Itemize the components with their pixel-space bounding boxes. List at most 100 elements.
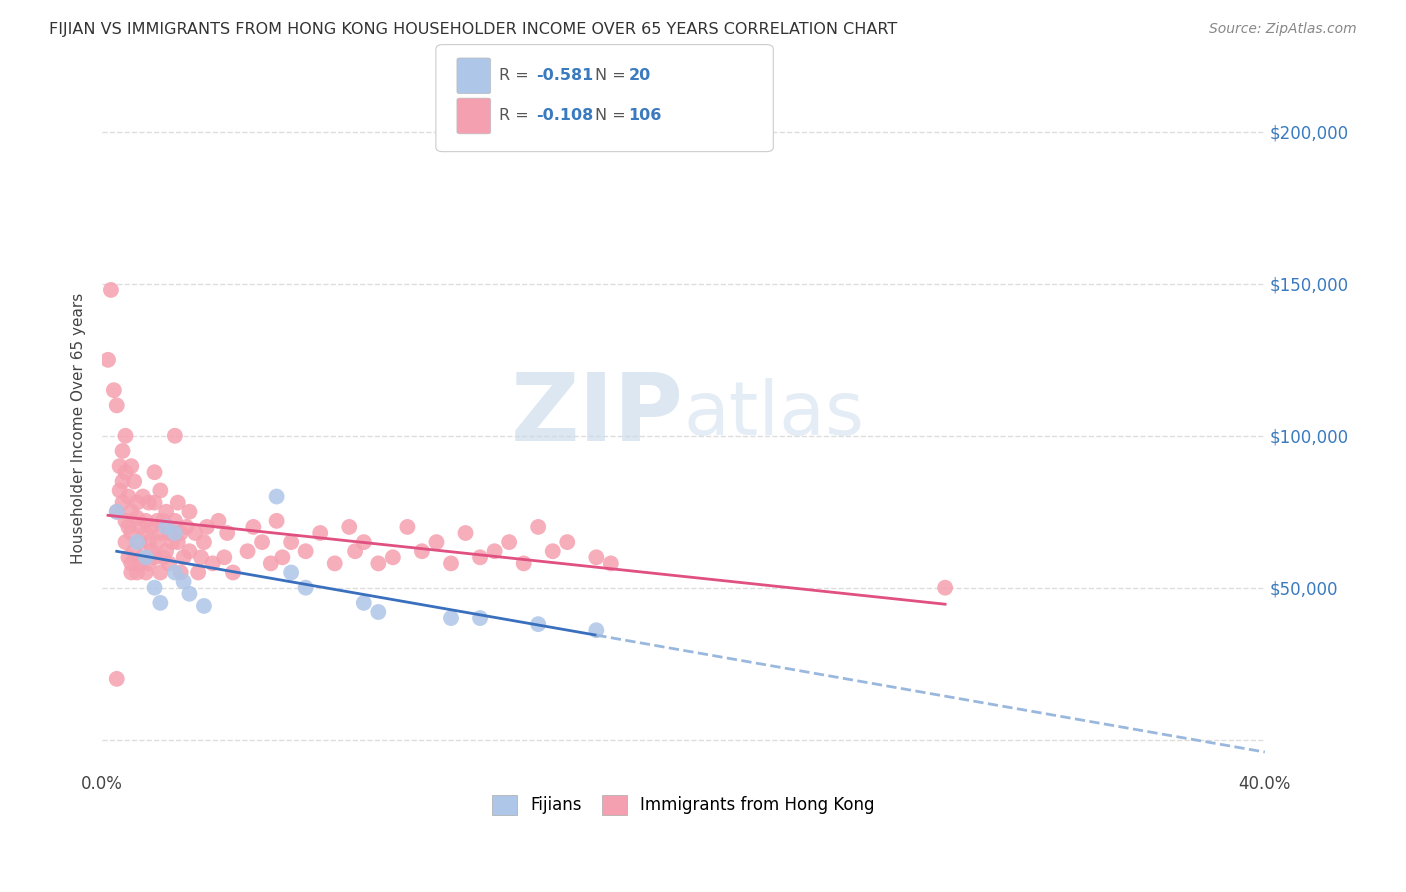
Point — [193, 599, 215, 613]
Point — [114, 465, 136, 479]
Point — [176, 520, 198, 534]
Point — [555, 535, 578, 549]
Point — [108, 483, 131, 498]
Text: N =: N = — [595, 69, 631, 83]
Text: Source: ZipAtlas.com: Source: ZipAtlas.com — [1209, 22, 1357, 37]
Point — [184, 526, 207, 541]
Point — [242, 520, 264, 534]
Point — [141, 520, 163, 534]
Point — [120, 459, 142, 474]
Point — [149, 566, 172, 580]
Point — [280, 535, 302, 549]
Point — [280, 566, 302, 580]
Point — [309, 526, 332, 541]
Point — [468, 550, 491, 565]
Point — [149, 596, 172, 610]
Text: FIJIAN VS IMMIGRANTS FROM HONG KONG HOUSEHOLDER INCOME OVER 65 YEARS CORRELATION: FIJIAN VS IMMIGRANTS FROM HONG KONG HOUS… — [49, 22, 897, 37]
Text: atlas: atlas — [683, 378, 865, 451]
Point — [152, 550, 174, 565]
Point — [111, 475, 134, 489]
Point — [266, 490, 288, 504]
Point — [163, 566, 186, 580]
Point — [143, 465, 166, 479]
Point — [585, 550, 607, 565]
Point — [222, 566, 245, 580]
Point — [166, 535, 188, 549]
Point — [100, 283, 122, 297]
Point — [484, 544, 506, 558]
Point — [132, 550, 155, 565]
Point — [135, 526, 157, 541]
Point — [143, 581, 166, 595]
Point — [97, 352, 120, 367]
Point — [146, 514, 169, 528]
Point — [266, 514, 288, 528]
Point — [193, 535, 215, 549]
Point — [157, 557, 180, 571]
Point — [114, 514, 136, 528]
Point — [127, 535, 149, 549]
Point — [129, 535, 152, 549]
Point — [381, 550, 404, 565]
Point — [120, 505, 142, 519]
Point — [111, 444, 134, 458]
Point — [468, 611, 491, 625]
Legend: Fijians, Immigrants from Hong Kong: Fijians, Immigrants from Hong Kong — [484, 786, 883, 823]
Point — [138, 535, 160, 549]
Point — [217, 526, 239, 541]
Point — [122, 475, 145, 489]
Point — [155, 544, 177, 558]
Point — [271, 550, 294, 565]
Point — [143, 550, 166, 565]
Point — [114, 535, 136, 549]
Point — [170, 526, 193, 541]
Point — [149, 483, 172, 498]
Point — [132, 490, 155, 504]
Point — [440, 557, 463, 571]
Point — [135, 514, 157, 528]
Point — [170, 566, 193, 580]
Point — [135, 550, 157, 565]
Point — [114, 429, 136, 443]
Point — [146, 535, 169, 549]
Point — [512, 557, 534, 571]
Text: R =: R = — [499, 109, 534, 123]
Point — [143, 495, 166, 509]
Point — [155, 520, 177, 534]
Point — [337, 520, 360, 534]
Point — [294, 544, 316, 558]
Point — [934, 581, 956, 595]
Point — [411, 544, 433, 558]
Point — [367, 605, 389, 619]
Point — [120, 566, 142, 580]
Point — [541, 544, 564, 558]
Point — [440, 611, 463, 625]
Point — [353, 535, 375, 549]
Point — [117, 550, 139, 565]
Point — [155, 505, 177, 519]
Y-axis label: Householder Income Over 65 years: Householder Income Over 65 years — [72, 293, 86, 564]
Point — [367, 557, 389, 571]
Point — [353, 596, 375, 610]
Point — [173, 550, 195, 565]
Point — [127, 511, 149, 525]
Point — [195, 520, 218, 534]
Point — [187, 566, 209, 580]
Point — [105, 398, 128, 412]
Text: -0.581: -0.581 — [536, 69, 593, 83]
Point — [454, 526, 477, 541]
Point — [201, 557, 224, 571]
Point — [396, 520, 419, 534]
Point — [141, 544, 163, 558]
Point — [425, 535, 447, 549]
Point — [127, 495, 149, 509]
Point — [179, 587, 201, 601]
Text: -0.108: -0.108 — [536, 109, 593, 123]
Point — [527, 617, 550, 632]
Point — [105, 505, 128, 519]
Point — [160, 535, 183, 549]
Point — [260, 557, 283, 571]
Point — [179, 505, 201, 519]
Point — [294, 581, 316, 595]
Point — [163, 526, 186, 541]
